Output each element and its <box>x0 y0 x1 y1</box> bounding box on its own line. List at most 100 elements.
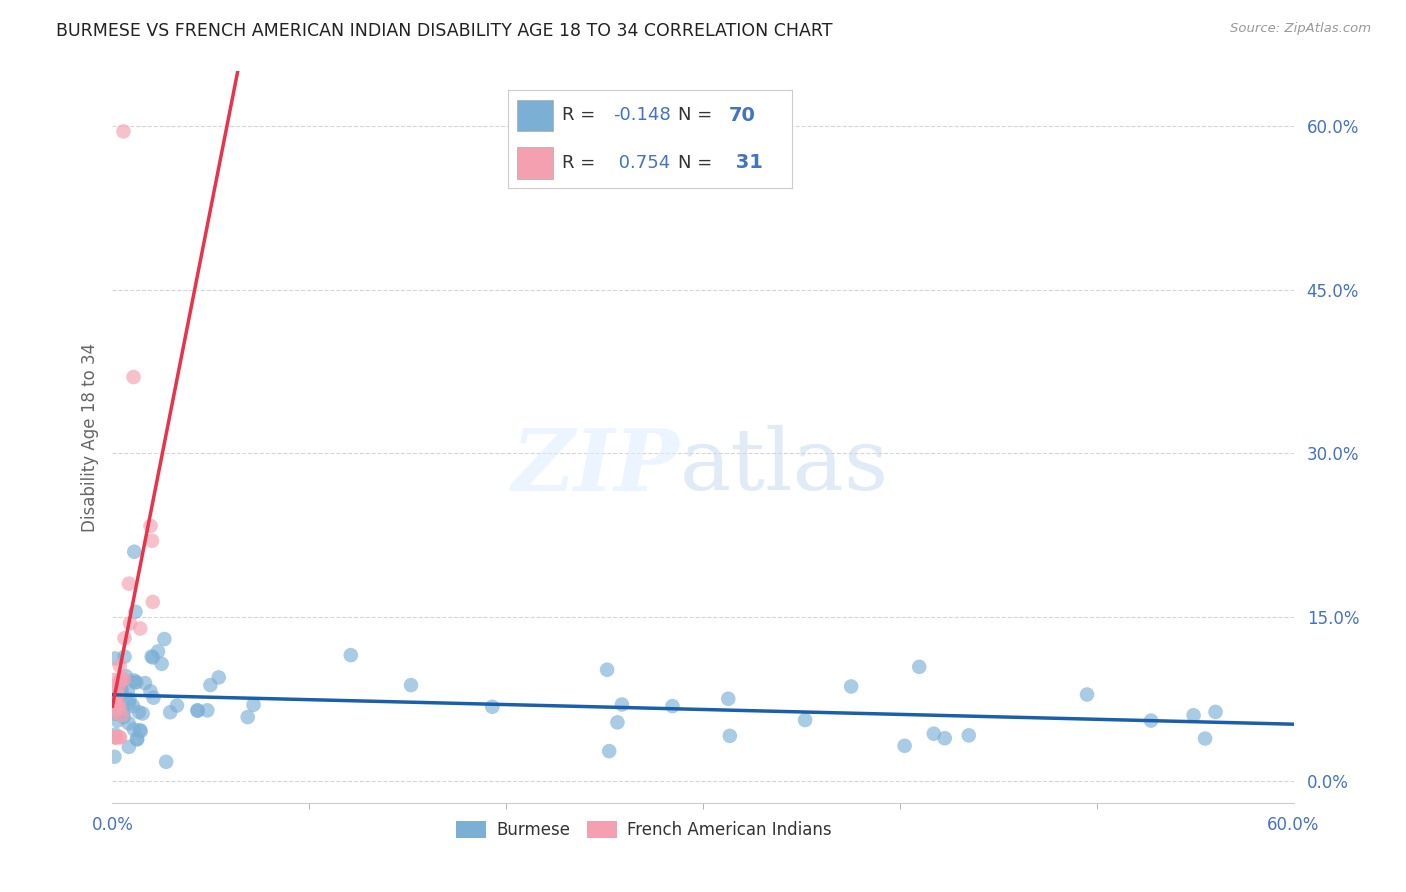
Point <box>200 678 222 692</box>
Point <box>893 739 915 753</box>
Point <box>107 702 129 716</box>
Point <box>122 673 145 688</box>
Point <box>104 727 127 741</box>
Point <box>141 649 163 664</box>
Point <box>114 669 136 683</box>
Point <box>124 675 146 690</box>
Point <box>104 706 127 721</box>
Point <box>110 685 132 699</box>
Point <box>128 723 150 738</box>
Legend: Burmese, French American Indians: Burmese, French American Indians <box>450 814 838 846</box>
Text: BURMESE VS FRENCH AMERICAN INDIAN DISABILITY AGE 18 TO 34 CORRELATION CHART: BURMESE VS FRENCH AMERICAN INDIAN DISABI… <box>56 22 832 40</box>
Point <box>107 698 129 712</box>
Point <box>118 576 141 591</box>
Point <box>1140 714 1163 728</box>
Point <box>934 731 956 746</box>
Point <box>105 731 128 745</box>
Point <box>108 731 131 745</box>
Point <box>103 749 125 764</box>
Point <box>111 708 134 723</box>
Point <box>120 616 142 631</box>
Point <box>103 679 125 693</box>
Point <box>104 731 127 745</box>
Point <box>122 698 145 713</box>
Point <box>114 632 136 646</box>
Point <box>122 545 145 559</box>
Point <box>124 605 146 619</box>
Point <box>125 675 148 690</box>
Point <box>236 710 259 724</box>
Point <box>142 650 165 665</box>
Point <box>117 716 139 731</box>
Point <box>717 691 740 706</box>
Point <box>150 657 173 671</box>
Text: atlas: atlas <box>679 425 889 508</box>
Point <box>117 684 139 698</box>
Point <box>111 682 134 697</box>
Point <box>922 727 945 741</box>
Point <box>107 689 129 703</box>
Point <box>139 684 162 698</box>
Point <box>661 699 683 714</box>
Point <box>481 699 503 714</box>
Y-axis label: Disability Age 18 to 34: Disability Age 18 to 34 <box>80 343 98 532</box>
Point <box>208 670 231 684</box>
Point <box>1205 705 1227 719</box>
Text: ZIP: ZIP <box>512 425 679 508</box>
Point <box>1182 708 1205 723</box>
Point <box>598 744 620 758</box>
Point <box>114 649 136 664</box>
Point <box>103 706 125 720</box>
Point <box>142 690 165 705</box>
Point <box>103 702 125 716</box>
Point <box>399 678 422 692</box>
Point <box>908 660 931 674</box>
Point <box>141 533 163 548</box>
Point <box>187 704 209 718</box>
Point <box>129 724 152 739</box>
Point <box>794 713 817 727</box>
Point <box>107 680 129 694</box>
Point <box>1076 688 1098 702</box>
Point <box>103 731 125 745</box>
Point <box>155 755 177 769</box>
Point <box>186 703 208 717</box>
Point <box>166 698 188 713</box>
Point <box>1194 731 1216 746</box>
Point <box>112 673 135 687</box>
Text: Source: ZipAtlas.com: Source: ZipAtlas.com <box>1230 22 1371 36</box>
Point <box>104 731 127 745</box>
Point <box>606 715 628 730</box>
Point <box>153 632 176 646</box>
Point <box>839 680 862 694</box>
Point <box>142 595 165 609</box>
Point <box>129 622 152 636</box>
Point <box>159 706 181 720</box>
Point <box>125 731 148 746</box>
Point <box>110 679 132 693</box>
Point <box>146 644 169 658</box>
Point <box>139 519 162 533</box>
Point <box>610 698 633 712</box>
Point <box>118 696 141 710</box>
Point <box>122 723 145 737</box>
Point <box>957 728 980 742</box>
Point <box>242 698 264 712</box>
Point <box>118 739 141 754</box>
Point <box>127 732 149 747</box>
Point <box>128 705 150 719</box>
Point <box>339 648 361 662</box>
Point <box>108 700 131 714</box>
Point <box>107 714 129 728</box>
Point <box>118 692 141 706</box>
Point <box>103 673 125 687</box>
Point <box>134 676 156 690</box>
Point <box>108 673 131 688</box>
Point <box>718 729 741 743</box>
Point <box>112 124 135 138</box>
Point <box>104 651 127 665</box>
Point <box>195 703 218 717</box>
Point <box>112 710 135 724</box>
Point <box>112 705 135 719</box>
Point <box>122 370 145 384</box>
